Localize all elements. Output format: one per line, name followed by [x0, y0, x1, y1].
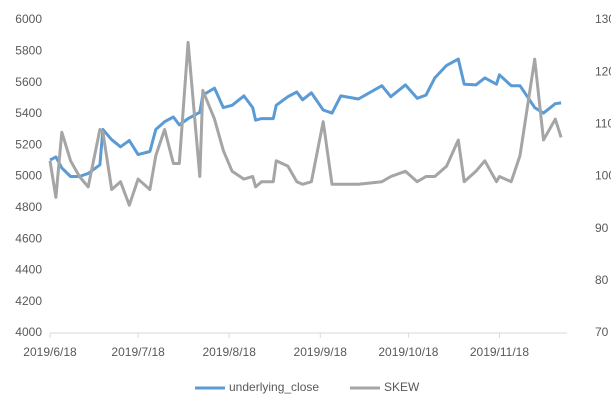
y2-tick-label: 90 — [595, 221, 609, 235]
x-tick-label: 2019/6/18 — [23, 345, 77, 359]
x-tick-label: 2019/10/18 — [378, 345, 438, 359]
y-tick-label: 5600 — [15, 75, 42, 89]
legend-label: underlying_close — [229, 380, 319, 394]
y-tick-label: 5000 — [15, 169, 42, 183]
y2-tick-label: 130 — [595, 12, 611, 26]
x-tick-label: 2019/8/18 — [202, 345, 256, 359]
y-tick-label: 6000 — [15, 12, 42, 26]
y-tick-label: 4000 — [15, 325, 42, 339]
series-line — [49, 57, 562, 178]
y-tick-label: 4800 — [15, 200, 42, 214]
y2-tick-label: 110 — [595, 117, 611, 131]
legend-label: SKEW — [384, 380, 420, 394]
y-tick-label: 4400 — [15, 263, 42, 277]
y-tick-label: 5200 — [15, 137, 42, 151]
y2-tick-label: 80 — [595, 273, 609, 287]
x-tick-label: 2019/7/18 — [111, 345, 165, 359]
y-tick-label: 4600 — [15, 231, 42, 245]
x-tick-label: 2019/9/18 — [294, 345, 348, 359]
y-tick-label: 5400 — [15, 106, 42, 120]
y2-tick-label: 100 — [595, 169, 611, 183]
x-tick-label: 2019/11/18 — [470, 345, 529, 359]
y-tick-label: 5800 — [15, 43, 42, 57]
series-line — [48, 40, 563, 207]
y2-tick-label: 70 — [595, 325, 609, 339]
y2-tick-label: 120 — [595, 64, 611, 78]
y-tick-label: 4200 — [15, 294, 42, 308]
